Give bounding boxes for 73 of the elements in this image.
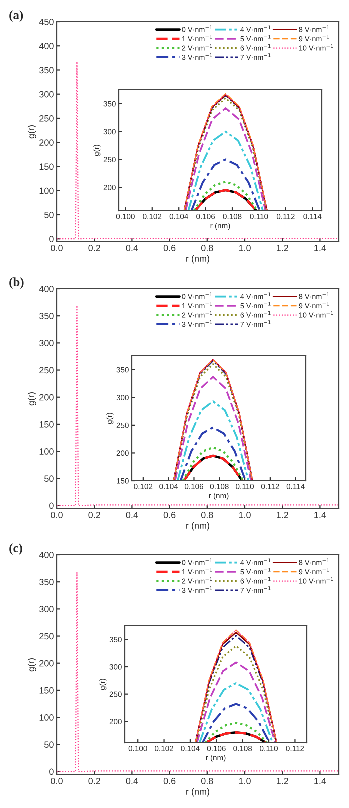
line-series [204, 722, 268, 743]
y-axis-title: g(r) [28, 126, 36, 139]
x-tick-label: 0.6 [164, 245, 176, 252]
y-axis-title: g(r) [28, 658, 36, 672]
x-axis-title: r (nm) [186, 255, 210, 264]
line-series [198, 682, 274, 743]
y-tick-label: 150 [40, 421, 54, 428]
x-tick-label: 0.4 [126, 778, 138, 784]
x-tick-label: 1.4 [314, 778, 326, 784]
y-tick-label: 200 [40, 660, 54, 667]
y-tick-label: 150 [40, 687, 54, 694]
line-series [182, 454, 244, 481]
x-tick-label: 1.2 [277, 778, 288, 784]
x-tick-label: 1.0 [239, 512, 251, 518]
line-series [182, 446, 244, 481]
y-tick-label: 0 [50, 236, 54, 242]
y-tick-label: 100 [40, 188, 54, 194]
y-tick-label: 350 [40, 579, 54, 586]
chart-title: (a) [10, 10, 24, 22]
y-tick-label: 50 [44, 212, 54, 218]
x-tick-label: 1.0 [239, 778, 251, 784]
chart-title: (b) [10, 278, 24, 289]
x-tick-label: 1.2 [277, 512, 288, 518]
x-tick-label: 0.8 [201, 512, 214, 518]
y-tick-label: 300 [40, 340, 54, 347]
y-tick-label: 50 [44, 476, 54, 482]
x-tick-label: 0.8 [201, 778, 214, 784]
y-tick-label: 300 [40, 91, 54, 98]
y-tick-label: 400 [39, 43, 54, 50]
y-tick-label: 200 [40, 394, 54, 401]
y-tick-label: 250 [40, 633, 54, 640]
y-tick-label: 200 [40, 140, 54, 146]
x-tick-label: 0.0 [51, 245, 63, 252]
x-tick-label: 0.2 [88, 245, 100, 252]
y-axis-title: g(r) [28, 392, 36, 406]
line-series [176, 400, 250, 481]
y-tick-label: 100 [40, 714, 54, 721]
line-series [193, 180, 259, 211]
x-tick-label: 0.0 [51, 512, 63, 518]
line-series [202, 703, 271, 743]
x-tick-label: 0.6 [164, 512, 176, 518]
line-series [180, 426, 247, 481]
x-tick-label: 0.2 [88, 512, 100, 518]
y-tick-label: 250 [40, 367, 54, 374]
x-tick-label: 0.0 [51, 778, 63, 784]
y-tick-label: 450 [39, 18, 54, 26]
y-tick-label: 0 [50, 768, 54, 776]
y-tick-label: 0 [50, 502, 54, 510]
x-tick-label: 0.4 [126, 245, 138, 252]
y-tick-label: 150 [40, 164, 54, 170]
x-tick-label: 1.4 [314, 245, 326, 252]
line-series [205, 731, 268, 743]
x-axis-title: r (nm) [186, 788, 210, 797]
y-tick-label: 50 [44, 742, 54, 748]
x-tick-label: 1.4 [314, 512, 326, 518]
x-tick-label: 1.0 [239, 245, 251, 252]
y-tick-label: 300 [40, 606, 54, 613]
x-tick-label: 0.4 [126, 512, 138, 518]
x-tick-label: 1.2 [277, 245, 288, 252]
line-series [188, 130, 264, 211]
y-tick-label: 250 [40, 115, 54, 122]
x-tick-label: 0.8 [201, 245, 214, 252]
x-tick-label: 0.6 [164, 778, 176, 784]
y-tick-label: 100 [40, 448, 54, 455]
y-tick-label: 400 [39, 552, 54, 558]
y-tick-label: 400 [39, 286, 54, 292]
line-series [190, 158, 262, 211]
x-axis-title: r (nm) [186, 522, 210, 531]
chart-title: (c) [10, 544, 22, 555]
y-tick-label: 350 [40, 67, 54, 74]
line-series [196, 662, 276, 743]
y-tick-label: 350 [40, 313, 54, 320]
x-tick-label: 0.2 [88, 778, 100, 784]
